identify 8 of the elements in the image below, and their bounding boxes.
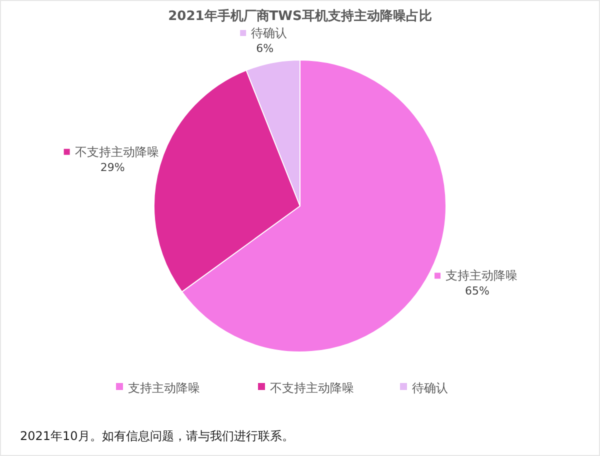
- legend-label: 待确认: [412, 381, 448, 395]
- data-label: 支持主动降噪 65%: [446, 268, 518, 298]
- annotation: 2021年10月。如有信息问题，请与我们进行联系。: [20, 429, 294, 443]
- chart-title: 2021年手机厂商TWS耳机支持主动降噪占比: [168, 9, 432, 24]
- data-label: 不支持主动降噪 29%: [74, 144, 159, 174]
- legend-label: 不支持主动降噪: [270, 381, 354, 395]
- legend-label: 支持主动降噪: [128, 381, 200, 395]
- data-label: 待确认 6%: [251, 26, 288, 55]
